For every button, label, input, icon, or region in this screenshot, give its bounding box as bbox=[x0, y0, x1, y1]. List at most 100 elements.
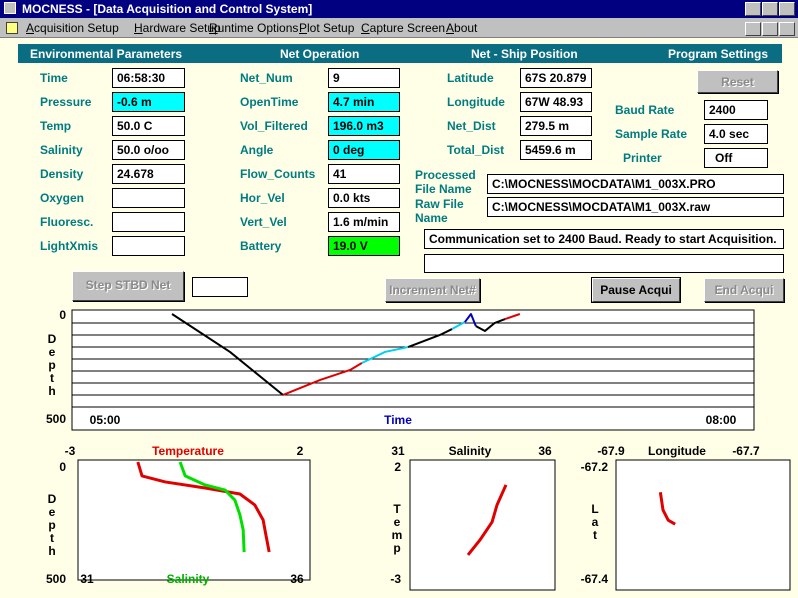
x-tick-label: -67.9 bbox=[597, 444, 625, 458]
status-field: Communication set to 2400 Baud. Ready to… bbox=[424, 229, 784, 249]
section-header-bar bbox=[18, 44, 782, 63]
setting-field: Off bbox=[704, 148, 768, 168]
field-label: Oxygen bbox=[40, 191, 85, 205]
end-button[interactable]: End Acqui bbox=[704, 278, 784, 302]
field-label: OpenTime bbox=[240, 95, 299, 109]
file-label: Processed File Name bbox=[415, 168, 476, 196]
y-tick-label: -3 bbox=[390, 572, 401, 586]
value-field: 50.0 C bbox=[112, 116, 185, 136]
value-field: -0.6 m bbox=[112, 92, 185, 112]
title-bar: MOCNESS - [Data Acquisition and Control … bbox=[0, 0, 798, 18]
plot-area bbox=[71, 309, 755, 431]
setting-label: Printer bbox=[623, 151, 662, 165]
plot-area bbox=[615, 459, 791, 591]
value-field: 41 bbox=[328, 164, 400, 184]
window-control-button[interactable] bbox=[779, 22, 795, 36]
data-line bbox=[136, 461, 271, 553]
setting-field: 2400 bbox=[704, 100, 768, 120]
y-tick-label: 500 bbox=[46, 572, 66, 586]
file-field: C:\MOCNESS\MOCDATA\M1_003X.raw bbox=[487, 197, 784, 217]
value-field: 5459.6 m bbox=[520, 140, 592, 160]
data-line bbox=[475, 318, 506, 332]
value-field: 0 deg bbox=[328, 140, 400, 160]
field-label: Temp bbox=[40, 119, 72, 133]
step-button[interactable]: Step STBD Net bbox=[72, 271, 184, 301]
x-tick-label: 31 bbox=[391, 444, 405, 458]
field-label: Vert_Vel bbox=[240, 215, 287, 229]
y-tick-label: -67.4 bbox=[581, 572, 609, 586]
window-control-button[interactable] bbox=[779, 2, 795, 16]
field-label: Flow_Counts bbox=[240, 167, 316, 181]
field-label: Longitude bbox=[447, 95, 505, 109]
field-label: Total_Dist bbox=[447, 143, 505, 157]
menu-item[interactable]: Acquisition Setup bbox=[26, 21, 119, 35]
x2-axis-label: Salinity bbox=[167, 572, 210, 586]
menu-bar bbox=[0, 18, 798, 38]
data-line bbox=[178, 461, 246, 553]
pause-button[interactable]: Pause Acqui bbox=[591, 277, 681, 303]
menu-item[interactable]: Capture Screen bbox=[361, 21, 446, 35]
x-tick-label: 05:00 bbox=[90, 413, 121, 427]
data-line bbox=[658, 492, 676, 526]
field-label: Vol_Filtered bbox=[240, 119, 308, 133]
value-field: 67W 48.93 bbox=[520, 92, 592, 112]
field-label: Latitude bbox=[447, 71, 494, 85]
setting-label: Sample Rate bbox=[615, 127, 688, 141]
field-label: Hor_Vel bbox=[240, 191, 285, 205]
value-field: 4.7 min bbox=[328, 92, 400, 112]
x-axis-label: Longitude bbox=[648, 444, 706, 458]
window-title: MOCNESS - [Data Acquisition and Control … bbox=[22, 2, 313, 16]
window-control-button[interactable] bbox=[745, 2, 761, 16]
value-field: 279.5 m bbox=[520, 116, 592, 136]
value-field: 19.0 V bbox=[328, 236, 400, 256]
y-tick-label: 0 bbox=[59, 460, 66, 474]
setting-field: 4.0 sec bbox=[704, 124, 768, 144]
section-header: Net Operation bbox=[280, 47, 360, 61]
field-label: Battery bbox=[240, 239, 282, 253]
data-line bbox=[361, 346, 409, 364]
data-line bbox=[464, 313, 477, 327]
data-line bbox=[451, 321, 466, 330]
increment-button[interactable]: Increment Net# bbox=[385, 278, 480, 302]
x-tick-label: 36 bbox=[538, 444, 552, 458]
menu-item[interactable]: Hardware Setup bbox=[134, 21, 221, 35]
value-field: 196.0 m3 bbox=[328, 116, 400, 136]
section-header: Program Settings bbox=[668, 47, 769, 61]
window-control-button[interactable] bbox=[762, 22, 778, 36]
file-field: C:\MOCNESS\MOCDATA\M1_003X.PRO bbox=[487, 174, 784, 194]
x-tick-label: 08:00 bbox=[706, 413, 737, 427]
net-field bbox=[192, 277, 248, 297]
status-field-2 bbox=[424, 254, 784, 273]
data-line bbox=[407, 328, 453, 349]
y-tick-label: -67.2 bbox=[581, 460, 609, 474]
field-label: Time bbox=[40, 71, 68, 85]
value-field: 9 bbox=[328, 68, 400, 88]
window-control-button[interactable] bbox=[762, 2, 778, 16]
reset-button[interactable]: Reset bbox=[697, 70, 778, 93]
value-field: 06:58:30 bbox=[112, 68, 185, 88]
field-label: Density bbox=[40, 167, 84, 181]
data-line bbox=[282, 362, 363, 396]
field-label: Angle bbox=[240, 143, 274, 157]
data-line bbox=[466, 484, 508, 556]
window-control-button[interactable] bbox=[745, 22, 761, 36]
field-label: Fluoresc. bbox=[40, 215, 94, 229]
data-line bbox=[504, 313, 521, 321]
menu-item[interactable]: Plot Setup bbox=[299, 21, 355, 35]
value-field: 50.0 o/oo bbox=[112, 140, 185, 160]
x-axis-label: Time bbox=[384, 413, 412, 427]
doc-icon bbox=[6, 22, 18, 34]
menu-item[interactable]: Runtime Options bbox=[209, 21, 299, 35]
y-tick-label: 0 bbox=[59, 308, 66, 322]
file-label: Raw File Name bbox=[415, 197, 464, 225]
section-header: Environmental Parameters bbox=[30, 47, 183, 61]
menu-item[interactable]: About bbox=[446, 21, 478, 35]
value-field bbox=[112, 236, 185, 256]
value-field: 0.0 kts bbox=[328, 188, 400, 208]
field-label: Net_Num bbox=[240, 71, 293, 85]
x-tick-label: 31 bbox=[80, 572, 94, 586]
